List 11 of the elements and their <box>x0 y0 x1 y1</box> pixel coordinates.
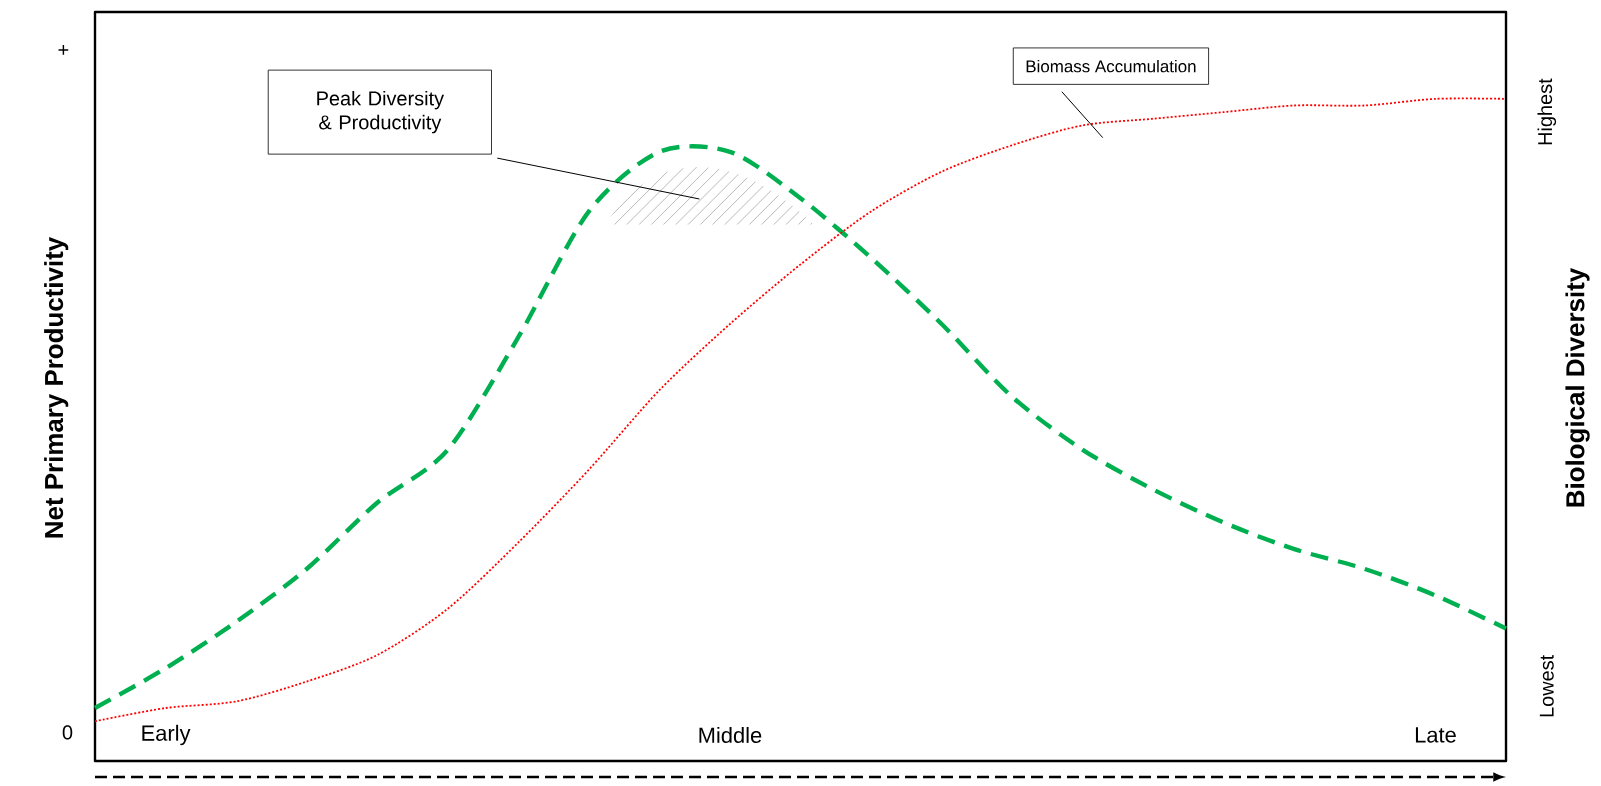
x-tick-label: Middle <box>699 726 762 744</box>
text: Highest <box>1537 78 1557 145</box>
text: Biomass Accumulation <box>1026 59 1196 73</box>
text: Lowest <box>1539 654 1554 717</box>
x-tick-label: Early <box>142 724 191 746</box>
x-tick-label: Late <box>1415 727 1456 743</box>
y-axis-title: Net Primary Productivity <box>44 237 69 538</box>
y2-axis-title: Biological Diversity <box>1565 267 1590 507</box>
text: + <box>58 45 69 55</box>
text: 0 <box>62 725 73 740</box>
annotation: Peak Diversity & Productivity <box>317 90 445 134</box>
